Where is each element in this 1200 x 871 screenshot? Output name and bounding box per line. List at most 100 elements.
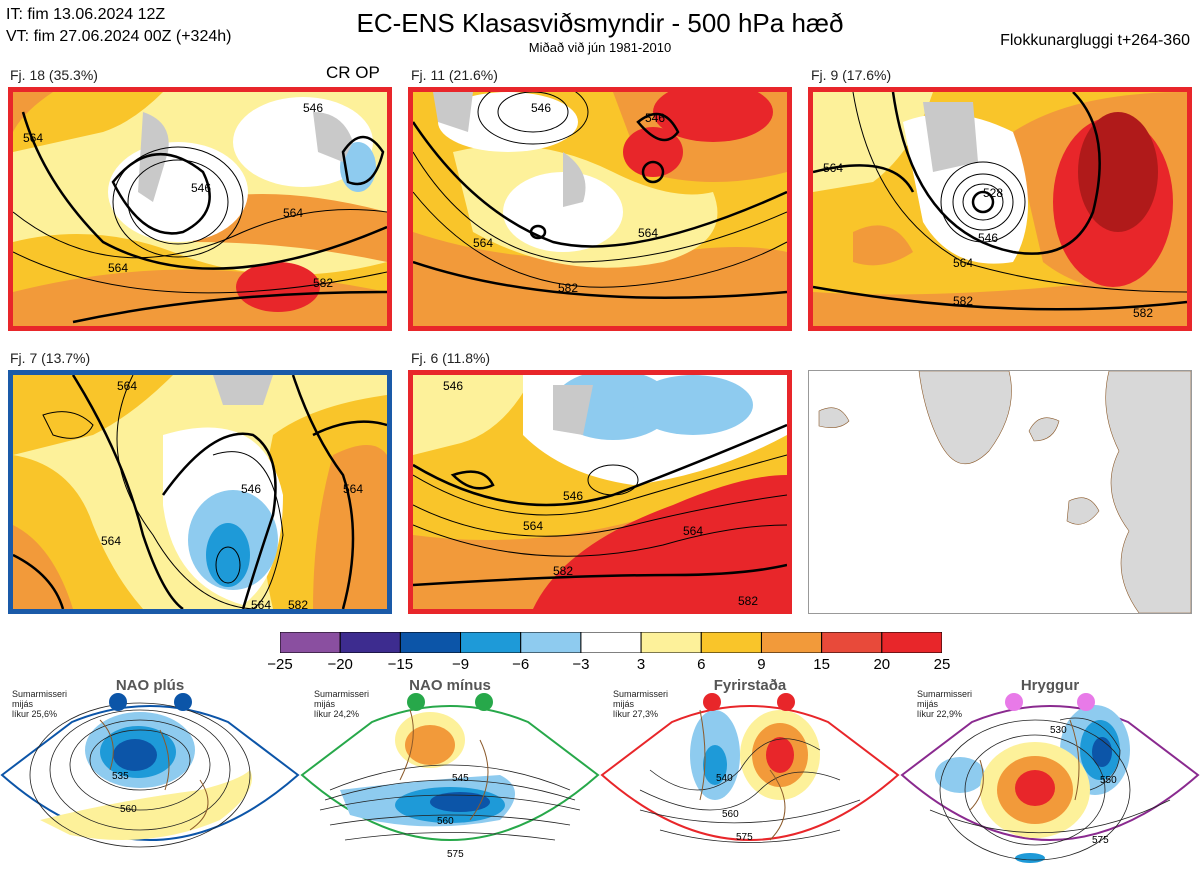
cluster-map-1: 546 564 564 582 564 546 bbox=[8, 87, 392, 331]
colorbar-tick-label: 6 bbox=[697, 656, 706, 673]
panel-1-contour-label: 564 bbox=[283, 206, 303, 220]
panel-5-contour-label: 582 bbox=[738, 594, 758, 608]
colorbar-tick-label: 3 bbox=[636, 656, 646, 673]
regime-contour-label: 545 bbox=[452, 773, 469, 784]
regime-title-nao-minus: NAO mínus bbox=[409, 677, 491, 694]
panel-2-contour-label: 564 bbox=[473, 236, 493, 250]
panel-3-contour-label: 564 bbox=[953, 256, 973, 270]
colorbar-tick-label: 25 bbox=[933, 656, 951, 673]
colorbar-tick-label: −20 bbox=[327, 656, 353, 673]
colorbar-swatch bbox=[399, 631, 462, 654]
colorbar-swatch bbox=[881, 631, 943, 654]
colorbar-tick-label: 20 bbox=[873, 656, 891, 673]
init-time: IT: fim 13.06.2024 12Z bbox=[6, 6, 166, 23]
panel-1-tag: CR OP bbox=[326, 63, 380, 82]
page-title: EC-ENS Klasasviðsmyndir - 500 hPa hæð bbox=[356, 8, 844, 38]
panel-3-contour-label: 582 bbox=[1133, 306, 1153, 320]
page-subtitle: Miðað við jún 1981-2010 bbox=[528, 40, 672, 55]
regime-blocking: 540 560 575 bbox=[600, 693, 900, 843]
colorbar-swatch bbox=[700, 631, 762, 654]
regime-contour-label: 560 bbox=[437, 816, 454, 827]
colorbar-tick-label: 15 bbox=[813, 656, 830, 673]
cluster-map-3-field: 564 528 546 564 582 582 bbox=[813, 92, 1187, 326]
panel-2-contour-label: 546 bbox=[531, 101, 551, 115]
panel-1-label: Fj. 18 (35.3%) bbox=[10, 67, 98, 83]
panel-1-contour-label: 564 bbox=[23, 131, 43, 145]
panel-5-label: Fj. 6 (11.8%) bbox=[411, 350, 491, 366]
regime-contour-label: 540 bbox=[716, 773, 733, 784]
panel-3-label: Fj. 9 (17.6%) bbox=[811, 67, 892, 83]
cluster-map-1-field: 546 564 564 582 564 546 bbox=[13, 92, 387, 326]
weather-regimes: 535 560 545 560 575 bbox=[0, 693, 1200, 863]
panel-2-contour-label: 546 bbox=[645, 111, 665, 125]
colorbar-tick-label: −3 bbox=[572, 656, 590, 673]
cluster-map-3: 564 528 546 564 582 582 bbox=[808, 87, 1192, 331]
regime-title-nao-plus: NAO plús bbox=[115, 677, 185, 694]
empty-base-map bbox=[808, 370, 1192, 614]
regime-contour-label: 575 bbox=[736, 832, 753, 843]
colorbar-swatch bbox=[339, 631, 401, 654]
regime-nao-plus: 535 560 bbox=[0, 693, 300, 848]
colorbar-swatches bbox=[279, 631, 943, 654]
regime-note-nao-plus: Sumarmisseri mijás líkur 25,6% bbox=[12, 689, 68, 719]
cluster-map-5: 546 546 564 564 582 582 bbox=[408, 370, 792, 614]
cluster-map-2-field: 546 546 564 564 582 bbox=[413, 92, 787, 326]
valid-time: VT: fim 27.06.2024 00Z (+324h) bbox=[6, 28, 232, 45]
regime-note-ridge: Sumarmisseri mijás líkur 22,9% bbox=[917, 689, 973, 719]
panel-5-contour-label: 546 bbox=[563, 489, 583, 503]
panel-5-contour-label: 546 bbox=[443, 379, 463, 393]
regime-contour-label: 575 bbox=[447, 849, 464, 860]
colorbar bbox=[279, 631, 943, 654]
colorbar-tick-label: 9 bbox=[757, 656, 766, 673]
regime-contour-label: 560 bbox=[722, 809, 739, 820]
colorbar-swatch bbox=[821, 631, 883, 654]
panel-1-contour-label: 582 bbox=[313, 276, 333, 290]
panel-5-contour-label: 564 bbox=[683, 524, 703, 538]
panel-5-contour-label: 564 bbox=[523, 519, 543, 533]
colorbar-tick-label: −6 bbox=[512, 656, 530, 673]
colorbar-swatch bbox=[279, 631, 341, 654]
regime-note-nao-minus: Sumarmisseri mijás líkur 24,2% bbox=[314, 689, 370, 719]
colorbar-swatch bbox=[760, 631, 823, 654]
panel-4-contour-label: 564 bbox=[343, 482, 363, 496]
regime-contour-label: 530 bbox=[1050, 725, 1067, 736]
cluster-map-2: 546 546 564 564 582 bbox=[408, 87, 792, 331]
panel-4-contour-label: 546 bbox=[241, 482, 261, 496]
panel-4-contour-label: 564 bbox=[117, 379, 137, 393]
panel-1-contour-label: 564 bbox=[108, 261, 128, 275]
panel-4-contour-label: 564 bbox=[101, 534, 121, 548]
panel-3-contour-label: 546 bbox=[978, 231, 998, 245]
cluster-map-5-field: 546 546 564 564 582 582 bbox=[413, 375, 787, 609]
colorbar-tick-label: −15 bbox=[387, 656, 414, 673]
regime-title-ridge: Hryggur bbox=[1020, 677, 1080, 694]
colorbar-swatch bbox=[520, 631, 582, 654]
panel-1-contour-label: 546 bbox=[303, 101, 323, 115]
base-map-land bbox=[818, 371, 1191, 613]
panel-3-contour-label: 528 bbox=[983, 186, 1003, 200]
regime-contour-label: 560 bbox=[120, 804, 137, 815]
panel-2-contour-label: 564 bbox=[638, 226, 658, 240]
regime-contour-label: 550 bbox=[1100, 775, 1117, 786]
colorbar-swatch bbox=[460, 631, 522, 654]
panel-2-contour-label: 582 bbox=[558, 281, 578, 295]
cluster-map-4: 564 564 546 564 564 582 bbox=[8, 370, 392, 614]
panel-3-contour-label: 582 bbox=[953, 294, 973, 308]
colorbar-swatch bbox=[640, 631, 702, 654]
regime-contour-label: 535 bbox=[112, 771, 129, 782]
regime-contour-label: 575 bbox=[1092, 835, 1109, 846]
regime-title-blocking: Fyrirstaða bbox=[713, 677, 787, 694]
panel-4-contour-label: 582 bbox=[288, 598, 308, 609]
panel-3-contour-label: 564 bbox=[823, 161, 843, 175]
colorbar-tick-label: −25 bbox=[267, 656, 293, 673]
cluster-map-4-field: 564 564 546 564 564 582 bbox=[13, 375, 387, 609]
panel-4-label: Fj. 7 (13.7%) bbox=[10, 350, 91, 366]
regime-ridge: 530 550 575 bbox=[900, 693, 1200, 863]
regime-nao-minus: 545 560 575 bbox=[300, 693, 600, 860]
panel-2-label: Fj. 11 (21.6%) bbox=[411, 67, 498, 83]
cluster-window: Flokkunargluggi t+264-360 bbox=[1000, 32, 1190, 49]
panel-1-contour-label: 546 bbox=[191, 181, 211, 195]
panel-4-contour-label: 564 bbox=[251, 598, 271, 609]
panel-5-contour-label: 582 bbox=[553, 564, 573, 578]
colorbar-swatch bbox=[580, 631, 642, 654]
colorbar-tick-label: −9 bbox=[451, 656, 470, 673]
